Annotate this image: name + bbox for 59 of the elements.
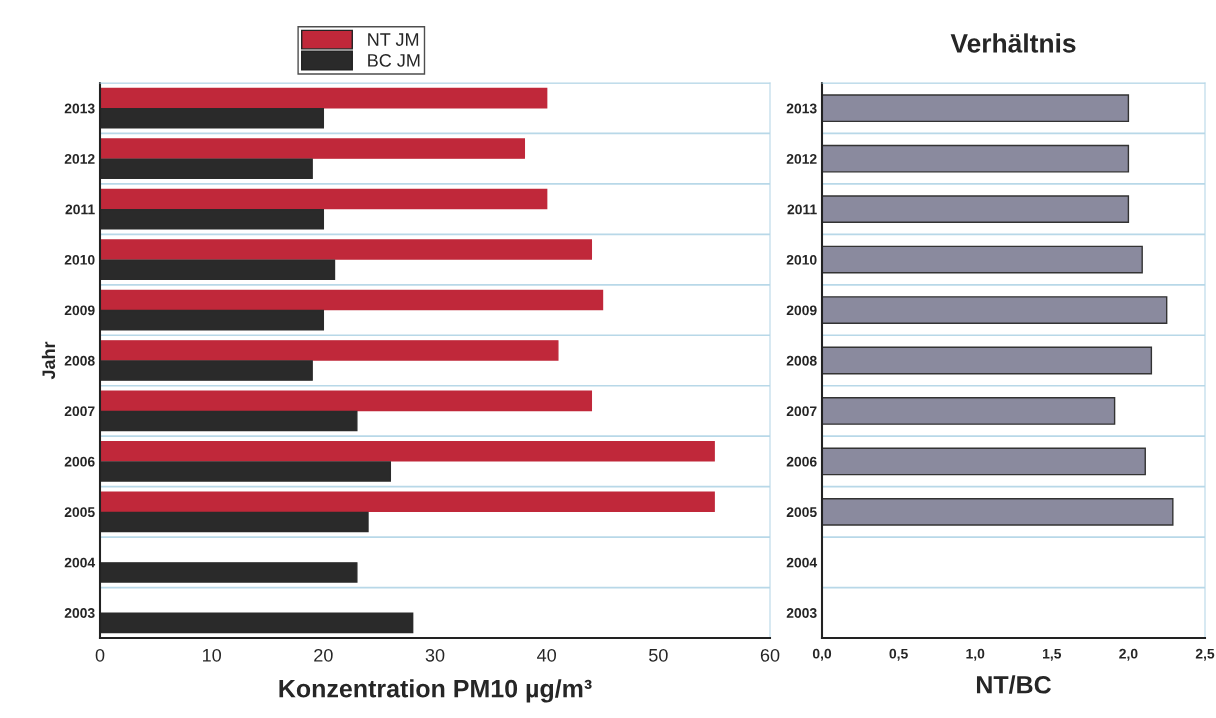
y-tick-label: 2010 [64, 254, 95, 265]
y-tick-label: 2010 [786, 254, 817, 265]
y-tick-label: 2006 [64, 456, 95, 467]
y-tick-label: 2007 [786, 406, 817, 417]
bar [100, 188, 548, 210]
bar [100, 340, 559, 361]
x-tick-label: 0,0 [812, 648, 832, 661]
y-tick-label: 2004 [786, 557, 818, 568]
x-tick-label: 1,0 [966, 648, 985, 661]
x-axis-title: Konzentration PM10 µg/m³ [279, 679, 592, 703]
bar [822, 144, 1130, 173]
y-tick-label: 2005 [64, 507, 95, 518]
x-tick-label: 30 [425, 648, 445, 662]
x-tick-label: 40 [537, 648, 556, 662]
bar [822, 245, 1143, 274]
chart-title: Verhältnis [950, 33, 1076, 53]
x-tick-label: 50 [649, 648, 668, 662]
x-tick-label: 1,5 [1043, 648, 1062, 661]
bar [100, 289, 604, 311]
y-tick-label: 2004 [64, 557, 96, 568]
bar [100, 441, 715, 462]
x-tick-label: 0,5 [889, 648, 908, 661]
x-tick-label: 20 [314, 648, 333, 662]
y-tick-label: 2006 [786, 456, 817, 467]
bar [100, 390, 593, 412]
y-tick-label: 2012 [786, 154, 817, 164]
bar [822, 296, 1168, 324]
x-axis-title: NT/BC [976, 675, 1052, 694]
y-tick-label: 2003 [786, 608, 817, 618]
x-tick-label: 60 [760, 648, 780, 662]
x-tick-label: 2,0 [1119, 648, 1138, 661]
y-tick-label: 2007 [64, 406, 95, 417]
x-tick-label: 0 [95, 648, 105, 662]
bar [822, 447, 1146, 476]
x-tick-label: 10 [203, 648, 221, 662]
y-tick-label: 2009 [786, 305, 817, 316]
y-tick-label: 2012 [64, 154, 95, 164]
y-tick-label: 2013 [64, 103, 95, 114]
y-tick-label: 2008 [786, 355, 817, 366]
y-axis-title: Jahr [41, 341, 56, 380]
y-tick-label: 2009 [64, 305, 95, 316]
y-tick-label: 2003 [64, 608, 95, 618]
bar [822, 346, 1153, 375]
bar [822, 397, 1116, 425]
bar [100, 491, 715, 513]
bar [822, 497, 1174, 526]
bar [100, 87, 548, 109]
bar [100, 239, 593, 260]
legend-label: NT JM [368, 33, 419, 46]
y-tick-label: 2011 [787, 204, 817, 215]
legend-label: BC JM [368, 54, 420, 67]
y-tick-label: 2005 [786, 507, 817, 518]
y-tick-label: 2008 [64, 355, 95, 366]
y-tick-label: 2013 [786, 103, 817, 114]
bar [822, 195, 1130, 224]
x-tick-label: 2,5 [1195, 648, 1215, 661]
bar [822, 94, 1130, 123]
y-tick-label: 2011 [65, 204, 95, 215]
bar [100, 138, 526, 159]
